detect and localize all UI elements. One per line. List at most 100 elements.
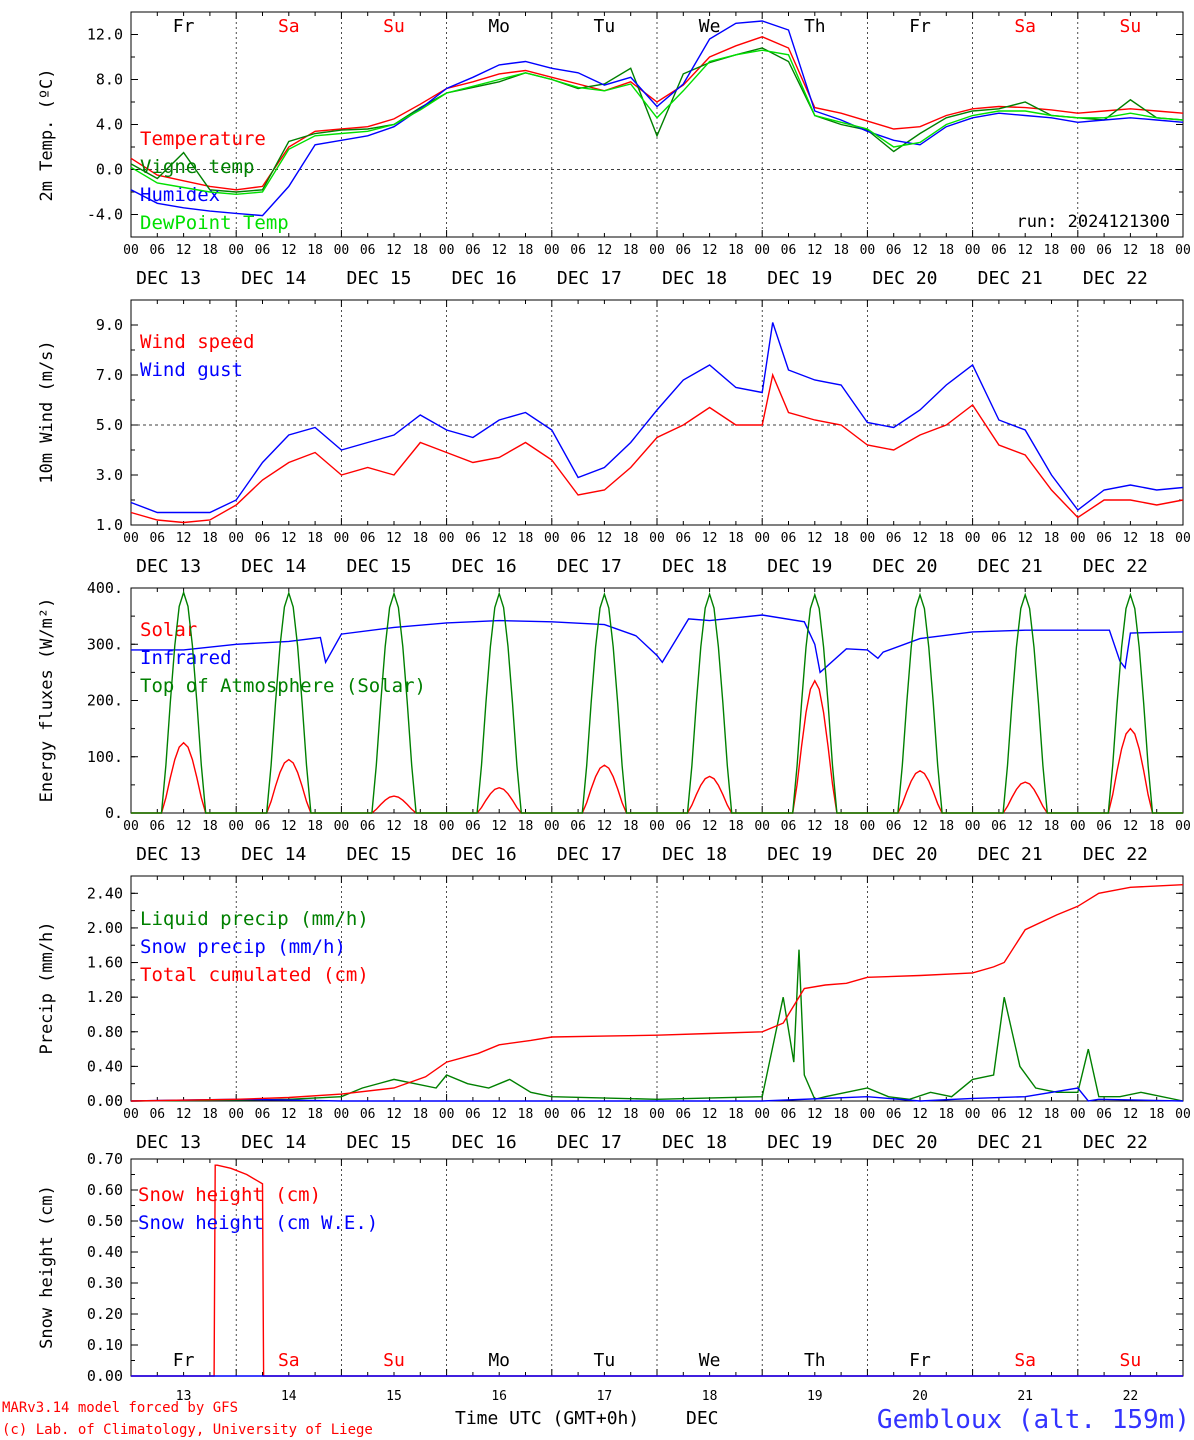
date-label: DEC 22 xyxy=(1083,844,1148,865)
day-number-label: 14 xyxy=(281,1389,297,1404)
date-label: DEC 13 xyxy=(136,1132,201,1153)
hour-tick-label: 18 xyxy=(1044,243,1060,258)
hour-tick-label: 00 xyxy=(1070,819,1086,834)
hour-tick-label: 18 xyxy=(623,243,639,258)
hour-tick-label: 00 xyxy=(123,1107,139,1122)
hour-tick-label: 18 xyxy=(623,819,639,834)
y-tick-label: 0.40 xyxy=(87,1057,123,1075)
hour-tick-label: 12 xyxy=(1123,819,1139,834)
hour-tick-label: 12 xyxy=(1017,1107,1033,1122)
hour-tick-label: 12 xyxy=(702,531,718,546)
hour-tick-label: 06 xyxy=(886,1107,902,1122)
y-tick-label: 0.30 xyxy=(87,1274,123,1292)
y-tick-label: 1.0 xyxy=(96,516,123,534)
legend-entry: Solar xyxy=(140,619,197,641)
day-number-label: 21 xyxy=(1017,1389,1033,1404)
hour-tick-label: 12 xyxy=(281,531,297,546)
date-label: DEC 19 xyxy=(767,556,832,577)
hour-tick-label: 06 xyxy=(886,243,902,258)
y-tick-label: 0.20 xyxy=(87,1305,123,1323)
hour-tick-label: 12 xyxy=(1123,531,1139,546)
weekday-label: Su xyxy=(1120,16,1142,37)
hour-tick-label: 00 xyxy=(965,531,981,546)
hour-tick-label: 06 xyxy=(255,243,271,258)
date-label: DEC 13 xyxy=(136,268,201,289)
hour-tick-label: 00 xyxy=(1070,1107,1086,1122)
run-annotation: run: 2024121300 xyxy=(1016,212,1170,232)
weekday-label: Sa xyxy=(1014,1350,1036,1371)
hour-tick-label: 06 xyxy=(675,819,691,834)
y-tick-label: 0.70 xyxy=(87,1150,123,1168)
credit-line-1: MARv3.14 model forced by GFS xyxy=(2,1400,238,1416)
hour-tick-label: 12 xyxy=(281,1107,297,1122)
hour-tick-label: 18 xyxy=(412,243,428,258)
hour-tick-label: 00 xyxy=(439,243,455,258)
hour-tick-label: 06 xyxy=(781,243,797,258)
hour-tick-label: 18 xyxy=(833,819,849,834)
series-green-line xyxy=(131,590,1183,814)
hour-tick-label: 06 xyxy=(675,1107,691,1122)
series-blue-line xyxy=(130,20,1184,217)
weekday-label: Th xyxy=(804,1350,826,1371)
hour-tick-label: 00 xyxy=(965,1107,981,1122)
hour-tick-label: 18 xyxy=(202,531,218,546)
weekday-label: Sa xyxy=(1014,16,1036,37)
y-tick-label: 100. xyxy=(87,748,123,766)
hour-tick-label: 00 xyxy=(649,819,665,834)
hour-tick-label: 12 xyxy=(1123,243,1139,258)
panel-4: 0.00 0.40 0.80 1.20 1.60 2.00 2.40 Precip (mm/h… xyxy=(37,875,1191,1153)
hour-tick-label: 06 xyxy=(255,1107,271,1122)
y-tick-label: 2.00 xyxy=(87,919,123,937)
legend-entry: Liquid precip (mm/h) xyxy=(140,908,369,930)
hour-tick-label: 18 xyxy=(938,1107,954,1122)
date-label: DEC 15 xyxy=(346,1132,411,1153)
hour-tick-label: 06 xyxy=(465,819,481,834)
y-axis-label: Precip (mm/h) xyxy=(37,921,57,1054)
hour-tick-label: 12 xyxy=(176,1107,192,1122)
hour-tick-label: 00 xyxy=(649,1107,665,1122)
hour-tick-label: 00 xyxy=(228,531,244,546)
hour-tick-label: 18 xyxy=(1044,531,1060,546)
date-label: DEC 15 xyxy=(346,556,411,577)
y-tick-label: 5.0 xyxy=(96,416,123,434)
date-label: DEC 18 xyxy=(662,844,727,865)
y-tick-label: 0.50 xyxy=(87,1212,123,1230)
hour-tick-label: 06 xyxy=(570,819,586,834)
hour-tick-label: 18 xyxy=(1044,1107,1060,1122)
date-label: DEC 17 xyxy=(557,1132,622,1153)
hour-tick-label: 00 xyxy=(1070,243,1086,258)
hour-tick-label: 06 xyxy=(991,819,1007,834)
y-tick-label: 8.0 xyxy=(96,71,123,89)
hour-tick-label: 18 xyxy=(728,819,744,834)
y-tick-label: 0.0 xyxy=(96,161,123,179)
weekday-label: Mo xyxy=(488,16,510,37)
hour-tick-label: 12 xyxy=(702,1107,718,1122)
date-label: DEC 20 xyxy=(872,268,937,289)
hour-tick-label: 00 xyxy=(228,819,244,834)
y-tick-label: 1.60 xyxy=(87,954,123,972)
hour-tick-label: 12 xyxy=(597,1107,613,1122)
hour-tick-label: 06 xyxy=(1096,1107,1112,1122)
date-label: DEC 21 xyxy=(978,1132,1043,1153)
hour-tick-label: 18 xyxy=(307,243,323,258)
hour-tick-label: 06 xyxy=(1096,819,1112,834)
date-label: DEC 22 xyxy=(1083,1132,1148,1153)
date-label: DEC 19 xyxy=(767,1132,832,1153)
hour-tick-label: 06 xyxy=(360,531,376,546)
weekday-label: Th xyxy=(804,16,826,37)
hour-tick-label: 12 xyxy=(597,531,613,546)
hour-tick-label: 18 xyxy=(623,1107,639,1122)
date-label: DEC 19 xyxy=(767,844,832,865)
hour-tick-label: 00 xyxy=(439,531,455,546)
y-tick-label: 0.40 xyxy=(87,1243,123,1261)
hour-tick-label: 12 xyxy=(491,1107,507,1122)
hour-tick-label: 18 xyxy=(412,531,428,546)
y-axis-label: 10m Wind (m/s) xyxy=(37,340,57,483)
hour-tick-label: 00 xyxy=(334,1107,350,1122)
date-label: DEC 14 xyxy=(241,556,306,577)
hour-tick-label: 00 xyxy=(544,243,560,258)
hour-tick-label: 06 xyxy=(149,819,165,834)
hour-tick-label: 00 xyxy=(965,243,981,258)
legend-entry: Vigne temp xyxy=(140,156,254,178)
